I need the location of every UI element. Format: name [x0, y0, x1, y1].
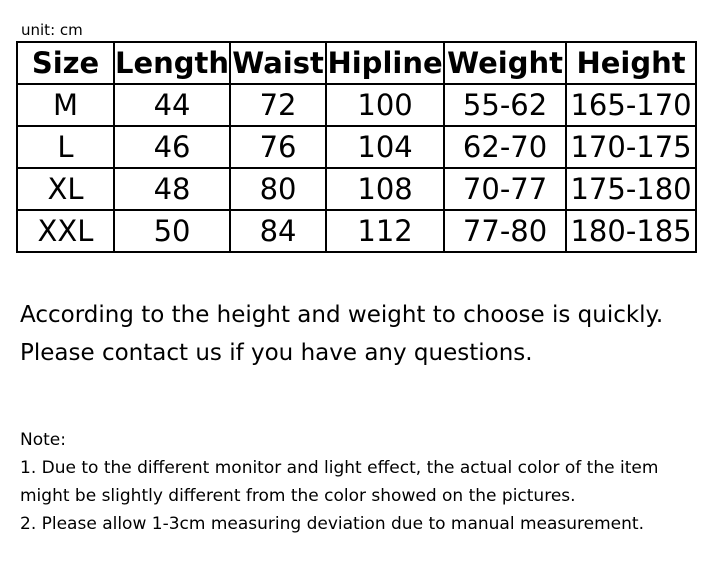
- table-cell: 165-170: [565, 83, 698, 127]
- table-row: XXL 50 84 112 77-80 180-185: [16, 209, 698, 253]
- table-cell: XL: [16, 167, 115, 211]
- note-title: Note:: [20, 430, 66, 450]
- note-line: 2. Please allow 1-3cm measuring deviatio…: [20, 514, 644, 534]
- table-cell: 44: [112, 83, 232, 127]
- header-cell: Size: [16, 41, 115, 85]
- header-cell: Weight: [443, 41, 568, 85]
- table-cell: 170-175: [565, 125, 698, 169]
- table-cell: 48: [112, 167, 232, 211]
- header-cell: Height: [565, 41, 698, 85]
- table-cell: 72: [229, 83, 328, 127]
- table-cell: 180-185: [565, 209, 698, 253]
- table-cell: 77-80: [443, 209, 568, 253]
- table-cell: 80: [229, 167, 328, 211]
- table-cell: 50: [112, 209, 232, 253]
- table-cell: 70-77: [443, 167, 568, 211]
- table-row: M 44 72 100 55-62 165-170: [16, 83, 698, 127]
- size-chart-table: Size Length Waist Hipline Weight Height …: [16, 41, 698, 253]
- table-cell: 55-62: [443, 83, 568, 127]
- description-line: Please contact us if you have any questi…: [20, 340, 533, 366]
- table-cell: 108: [325, 167, 446, 211]
- note-line: might be slightly different from the col…: [20, 486, 576, 506]
- table-cell: 175-180: [565, 167, 698, 211]
- table-cell: 112: [325, 209, 446, 253]
- table-cell: 100: [325, 83, 446, 127]
- table-cell: 62-70: [443, 125, 568, 169]
- table-header-row: Size Length Waist Hipline Weight Height: [16, 41, 698, 85]
- table-cell: 84: [229, 209, 328, 253]
- unit-label: unit: cm: [21, 21, 83, 39]
- header-cell: Waist: [229, 41, 328, 85]
- table-cell: 76: [229, 125, 328, 169]
- header-cell: Length: [112, 41, 232, 85]
- description-line: According to the height and weight to ch…: [20, 302, 664, 328]
- header-cell: Hipline: [325, 41, 446, 85]
- table-cell: 104: [325, 125, 446, 169]
- table-row: XL 48 80 108 70-77 175-180: [16, 167, 698, 211]
- table-cell: 46: [112, 125, 232, 169]
- table-cell: L: [16, 125, 115, 169]
- table-cell: XXL: [16, 209, 115, 253]
- table-cell: M: [16, 83, 115, 127]
- note-line: 1. Due to the different monitor and ligh…: [20, 458, 659, 478]
- table-row: L 46 76 104 62-70 170-175: [16, 125, 698, 169]
